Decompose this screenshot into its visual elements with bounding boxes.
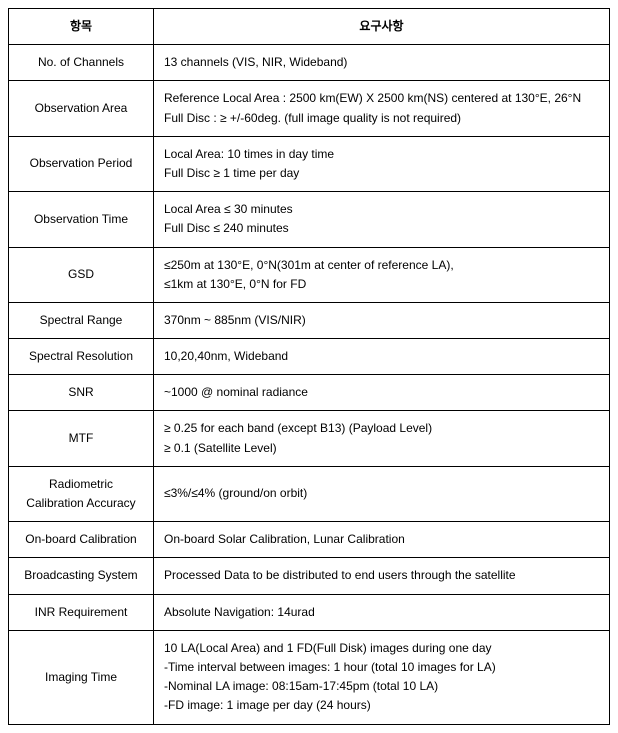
row-label: Spectral Resolution <box>9 339 154 375</box>
row-label: RadiometricCalibration Accuracy <box>9 466 154 521</box>
row-value: 10,20,40nm, Wideband <box>154 339 610 375</box>
row-value: Absolute Navigation: 14urad <box>154 594 610 630</box>
table-row: Spectral Resolution10,20,40nm, Wideband <box>9 339 610 375</box>
row-value: Processed Data to be distributed to end … <box>154 558 610 594</box>
row-label: MTF <box>9 411 154 466</box>
row-value: 370nm ~ 885nm (VIS/NIR) <box>154 302 610 338</box>
row-label: Observation Period <box>9 136 154 191</box>
table-row: Imaging Time10 LA(Local Area) and 1 FD(F… <box>9 630 610 724</box>
table-row: On-board CalibrationOn-board Solar Calib… <box>9 522 610 558</box>
table-row: RadiometricCalibration Accuracy≤3%/≤4% (… <box>9 466 610 521</box>
header-req: 요구사항 <box>154 9 610 45</box>
row-value: Local Area ≤ 30 minutesFull Disc ≤ 240 m… <box>154 192 610 247</box>
row-value: ≥ 0.25 for each band (except B13) (Paylo… <box>154 411 610 466</box>
row-label: Imaging Time <box>9 630 154 724</box>
row-value: ≤250m at 130°E, 0°N(301m at center of re… <box>154 247 610 302</box>
row-value: 10 LA(Local Area) and 1 FD(Full Disk) im… <box>154 630 610 724</box>
table-row: Observation AreaReference Local Area : 2… <box>9 81 610 136</box>
row-value: ~1000 @ nominal radiance <box>154 375 610 411</box>
table-row: GSD≤250m at 130°E, 0°N(301m at center of… <box>9 247 610 302</box>
row-label: GSD <box>9 247 154 302</box>
table-row: Spectral Range370nm ~ 885nm (VIS/NIR) <box>9 302 610 338</box>
row-value: Reference Local Area : 2500 km(EW) X 250… <box>154 81 610 136</box>
spec-table: 항목 요구사항 No. of Channels13 channels (VIS,… <box>8 8 610 725</box>
table-row: SNR~1000 @ nominal radiance <box>9 375 610 411</box>
row-label: INR Requirement <box>9 594 154 630</box>
row-label: Observation Time <box>9 192 154 247</box>
row-label: On-board Calibration <box>9 522 154 558</box>
row-value: Local Area: 10 times in day timeFull Dis… <box>154 136 610 191</box>
table-row: No. of Channels13 channels (VIS, NIR, Wi… <box>9 45 610 81</box>
row-label: Spectral Range <box>9 302 154 338</box>
table-row: Observation TimeLocal Area ≤ 30 minutesF… <box>9 192 610 247</box>
row-label: Observation Area <box>9 81 154 136</box>
row-label: SNR <box>9 375 154 411</box>
row-value: On-board Solar Calibration, Lunar Calibr… <box>154 522 610 558</box>
row-label: No. of Channels <box>9 45 154 81</box>
row-label: Broadcasting System <box>9 558 154 594</box>
header-row: 항목 요구사항 <box>9 9 610 45</box>
table-row: MTF≥ 0.25 for each band (except B13) (Pa… <box>9 411 610 466</box>
table-body: No. of Channels13 channels (VIS, NIR, Wi… <box>9 45 610 724</box>
table-row: Observation PeriodLocal Area: 10 times i… <box>9 136 610 191</box>
table-row: INR RequirementAbsolute Navigation: 14ur… <box>9 594 610 630</box>
table-row: Broadcasting SystemProcessed Data to be … <box>9 558 610 594</box>
header-item: 항목 <box>9 9 154 45</box>
row-value: 13 channels (VIS, NIR, Wideband) <box>154 45 610 81</box>
row-value: ≤3%/≤4% (ground/on orbit) <box>154 466 610 521</box>
